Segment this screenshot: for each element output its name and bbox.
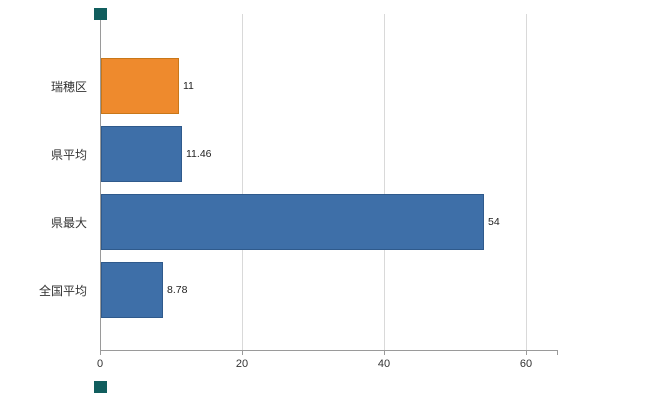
x-tick-label: 40 xyxy=(377,358,391,370)
axis-tick xyxy=(526,350,527,355)
bar xyxy=(101,58,179,114)
bar-value-label: 8.78 xyxy=(167,284,188,296)
category-label: 県平均 xyxy=(50,147,87,162)
corner-marker-top xyxy=(94,8,107,20)
gridline xyxy=(384,14,385,350)
x-axis-line xyxy=(100,350,558,351)
x-tick-label: 0 xyxy=(96,358,104,370)
bar xyxy=(101,262,163,318)
category-label: 瑞穂区 xyxy=(50,79,87,94)
bar-value-label: 11.46 xyxy=(186,148,212,160)
bar xyxy=(101,126,182,182)
corner-marker-bottom xyxy=(94,381,107,393)
bar xyxy=(101,194,484,250)
axis-tick xyxy=(557,350,558,355)
y-axis-line xyxy=(100,14,101,351)
gridline xyxy=(242,14,243,350)
axis-tick xyxy=(384,350,385,355)
gridline xyxy=(526,14,527,350)
axis-tick xyxy=(242,350,243,355)
category-label: 県最大 xyxy=(50,215,87,230)
x-tick-label: 20 xyxy=(235,358,249,370)
x-tick-label: 60 xyxy=(519,358,533,370)
bar-value-label: 54 xyxy=(488,216,500,228)
bar-value-label: 11 xyxy=(183,80,194,92)
category-label: 全国平均 xyxy=(38,283,87,298)
axis-tick xyxy=(100,350,101,355)
